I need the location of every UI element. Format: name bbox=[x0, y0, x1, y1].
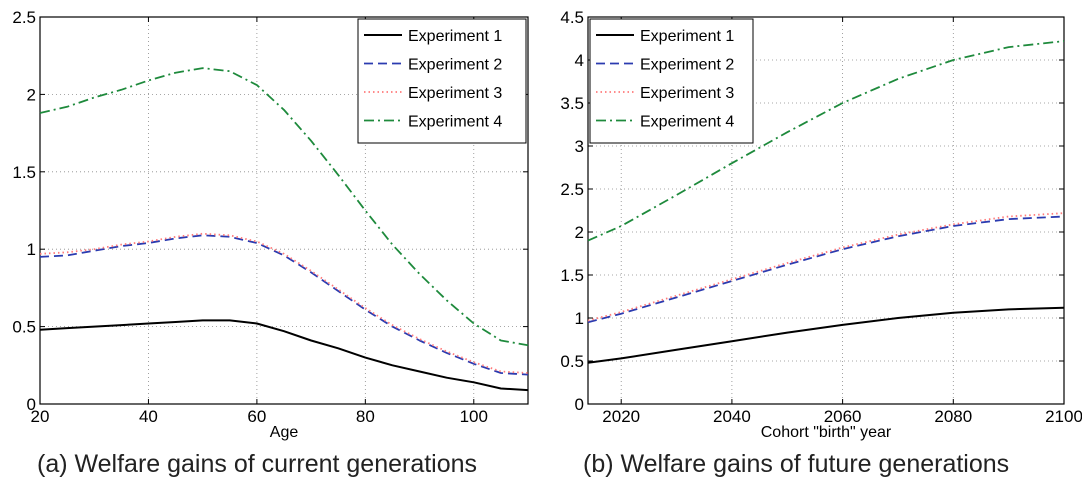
legend-label: Experiment 4 bbox=[408, 114, 502, 131]
x-tick-label: 2100 bbox=[1045, 407, 1082, 426]
series-line-4 bbox=[587, 40, 1065, 242]
y-tick-label: 0.5 bbox=[560, 352, 584, 371]
x-tick-label: 80 bbox=[356, 407, 375, 426]
legend-label: Experiment 4 bbox=[640, 114, 734, 131]
y-tick-label: 1.5 bbox=[12, 163, 36, 182]
legend: Experiment 1 Experiment 2 Experiment 3 Expe… bbox=[589, 18, 754, 144]
legend-label: Experiment 3 bbox=[640, 85, 734, 102]
y-tick-label: 3 bbox=[575, 137, 584, 156]
series-line-2 bbox=[39, 234, 529, 376]
y-tick-label: 4 bbox=[575, 51, 584, 70]
y-tick-label: 1 bbox=[575, 309, 584, 328]
legend: Experiment 1 Experiment 2 Experiment 3 Expe… bbox=[357, 18, 527, 144]
plot-frame bbox=[587, 16, 1065, 405]
series-line-4 bbox=[39, 67, 529, 347]
series-line-3 bbox=[39, 232, 529, 374]
legend-label: Experiment 2 bbox=[640, 57, 734, 74]
x-tick-label: 2040 bbox=[713, 407, 751, 426]
y-tick-label: 2 bbox=[575, 223, 584, 242]
y-tick-label: 1 bbox=[27, 240, 36, 259]
legend-label: Experiment 2 bbox=[408, 57, 502, 74]
legend-label: Experiment 1 bbox=[640, 28, 734, 45]
x-tick-label: 2080 bbox=[934, 407, 972, 426]
x-axis-label: Age bbox=[270, 424, 299, 441]
caption-future-generations: (b) Welfare gains of future generations bbox=[583, 450, 1010, 478]
plot-frame bbox=[39, 16, 529, 405]
x-axis-label: Cohort "birth" year bbox=[761, 424, 892, 441]
panel-future-generations: 2020 2040 2060 2080 2100 0 0.5 1 1.5 2 2.5 3 3.5 4 4.5… bbox=[560, 8, 1082, 441]
y-tick-label: 0 bbox=[27, 395, 36, 414]
y-tick-label: 0.5 bbox=[12, 318, 36, 337]
legend-box bbox=[589, 18, 754, 144]
legend-label: Experiment 3 bbox=[408, 85, 502, 102]
series-line-1 bbox=[587, 306, 1065, 364]
series-line-3 bbox=[587, 212, 1065, 322]
x-tick-label: 2020 bbox=[602, 407, 640, 426]
caption-current-generations: (a) Welfare gains of current generations bbox=[37, 450, 478, 478]
y-tick-label: 4.5 bbox=[560, 8, 584, 27]
y-tick-label: 3.5 bbox=[560, 94, 584, 113]
y-tick-label: 2.5 bbox=[12, 8, 36, 27]
x-tick-label: 40 bbox=[139, 407, 158, 426]
y-tick-label: 0 bbox=[575, 395, 584, 414]
y-tick-label: 2.5 bbox=[560, 180, 584, 199]
series-line-1 bbox=[39, 319, 529, 392]
y-tick-label: 1.5 bbox=[560, 266, 584, 285]
x-tick-label: 2060 bbox=[824, 407, 862, 426]
x-tick-label: 60 bbox=[247, 407, 266, 426]
series-line-2 bbox=[587, 215, 1065, 324]
x-tick-label: 20 bbox=[31, 407, 50, 426]
y-tick-label: 2 bbox=[27, 85, 36, 104]
legend-label: Experiment 1 bbox=[408, 28, 502, 45]
legend-box bbox=[357, 18, 527, 144]
x-tick-label: 100 bbox=[460, 407, 488, 426]
